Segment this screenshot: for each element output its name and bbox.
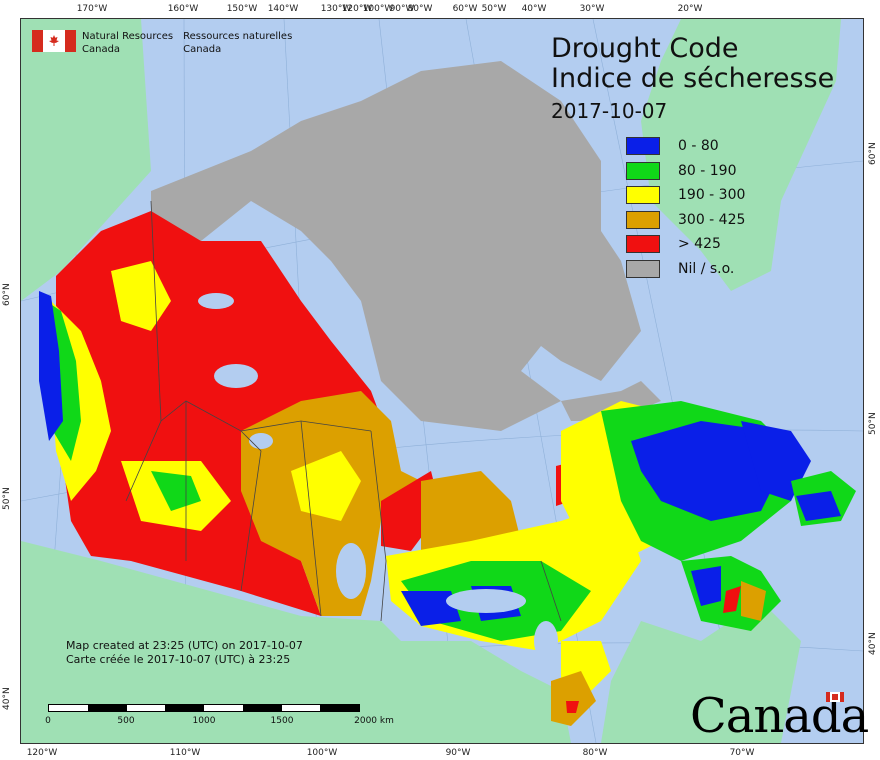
lat-label-right: 40°N	[868, 632, 878, 655]
map-svg	[21, 19, 863, 743]
map-date: 2017-10-07	[551, 99, 668, 123]
legend-swatch	[626, 161, 660, 180]
legend-item: > 425	[626, 232, 745, 257]
usa-land	[21, 541, 571, 743]
title-fr: Indice de sécheresse	[551, 63, 835, 94]
province-borders	[125, 200, 562, 622]
lon-label-top: 150°W	[226, 4, 258, 14]
lat-label-right: 50°N	[868, 412, 878, 435]
scale-label: 2000 km	[354, 716, 394, 726]
lon-label-top: 170°W	[76, 4, 108, 14]
maritimes-orange	[741, 581, 766, 621]
ontario-blue-1	[401, 591, 461, 626]
map-credits: Map created at 23:25 (UTC) on 2017-10-07…	[66, 639, 303, 667]
org-name-fr: Ressources naturelles Canada	[183, 31, 293, 55]
lon-label-top: 30°W	[579, 4, 605, 14]
wordmark-flag-icon	[826, 692, 844, 702]
lon-label-top: 20°W	[677, 4, 703, 14]
legend-label: > 425	[678, 236, 721, 253]
title-en: Drought Code	[551, 33, 739, 64]
legend-item: Nil / s.o.	[626, 257, 745, 282]
lon-label-top: 130°W	[320, 4, 352, 14]
lon-label-top: 140°W	[267, 4, 299, 14]
bc-interior-green	[151, 471, 201, 511]
legend-label: 80 - 190	[678, 162, 737, 179]
bc-blue	[39, 291, 63, 441]
legend-swatch	[626, 235, 660, 254]
maritimes-red	[723, 586, 741, 613]
legend-swatch	[626, 259, 660, 278]
map-title: Drought Code Indice de sécheresse 2017-1…	[551, 34, 834, 126]
lon-label-top: 120°W	[341, 4, 373, 14]
scale-label: 1500	[270, 716, 294, 726]
legend-label: 300 - 425	[678, 211, 746, 228]
legend-item: 190 - 300	[626, 183, 745, 208]
scale-label: 500	[117, 716, 135, 726]
quebec-blue	[631, 421, 781, 521]
legend-swatch	[626, 186, 660, 205]
lat-label-left: 40°N	[2, 687, 12, 710]
canada-flag-icon	[32, 30, 76, 52]
nrcan-signature: Natural Resources Canada Ressources natu…	[32, 30, 292, 56]
lon-label-top: 160°W	[167, 4, 199, 14]
legend-swatch	[626, 210, 660, 229]
scale-bar	[48, 704, 360, 712]
legend-label: 190 - 300	[678, 187, 746, 204]
so-ontario-red	[566, 701, 579, 713]
so-ontario-orange	[551, 671, 596, 726]
legend-label: 0 - 80	[678, 138, 719, 155]
lon-label-top: 100°W	[362, 4, 394, 14]
lat-label-left: 60°N	[2, 283, 12, 306]
maritimes-blue	[691, 566, 721, 606]
nfld-blue	[796, 491, 841, 521]
legend-item: 80 - 190	[626, 159, 745, 184]
lon-label-bottom: 120°W	[26, 748, 58, 758]
scale-label: 1000	[192, 716, 216, 726]
map-canvas	[20, 18, 864, 744]
alaska-land	[21, 19, 151, 301]
scale-label: 0	[45, 716, 51, 726]
lon-label-bottom: 100°W	[306, 748, 338, 758]
org-name-en: Natural Resources Canada	[82, 31, 174, 55]
baffin-nil	[421, 181, 641, 381]
lon-label-bottom: 80°W	[582, 748, 608, 758]
legend-swatch	[626, 137, 660, 156]
lon-label-bottom: 70°W	[729, 748, 755, 758]
legend-item: 0 - 80	[626, 134, 745, 159]
usa-east-land	[601, 601, 801, 743]
credit-en: Map created at 23:25 (UTC) on 2017-10-07	[66, 639, 303, 652]
lon-label-top: 50°W	[481, 4, 507, 14]
manitoba-yellow	[291, 451, 361, 521]
lat-label-right: 60°N	[868, 142, 878, 165]
legend-label: Nil / s.o.	[678, 260, 735, 277]
lat-label-left: 50°N	[2, 487, 12, 510]
credit-fr: Carte créée le 2017-10-07 (UTC) à 23:25	[66, 653, 291, 666]
legend-item: 300 - 425	[626, 208, 745, 233]
legend: 0 - 80 80 - 190 190 - 300 300 - 425 > 42…	[626, 134, 745, 281]
arctic-nil	[151, 61, 601, 431]
lon-label-top: 80°W	[407, 4, 433, 14]
lon-label-top: 60°W	[452, 4, 478, 14]
lon-label-top: 90°W	[389, 4, 415, 14]
lakes	[198, 293, 558, 661]
lon-label-top: 40°W	[521, 4, 547, 14]
lon-label-bottom: 90°W	[445, 748, 471, 758]
lon-label-bottom: 110°W	[169, 748, 201, 758]
greenland-land	[641, 19, 841, 291]
